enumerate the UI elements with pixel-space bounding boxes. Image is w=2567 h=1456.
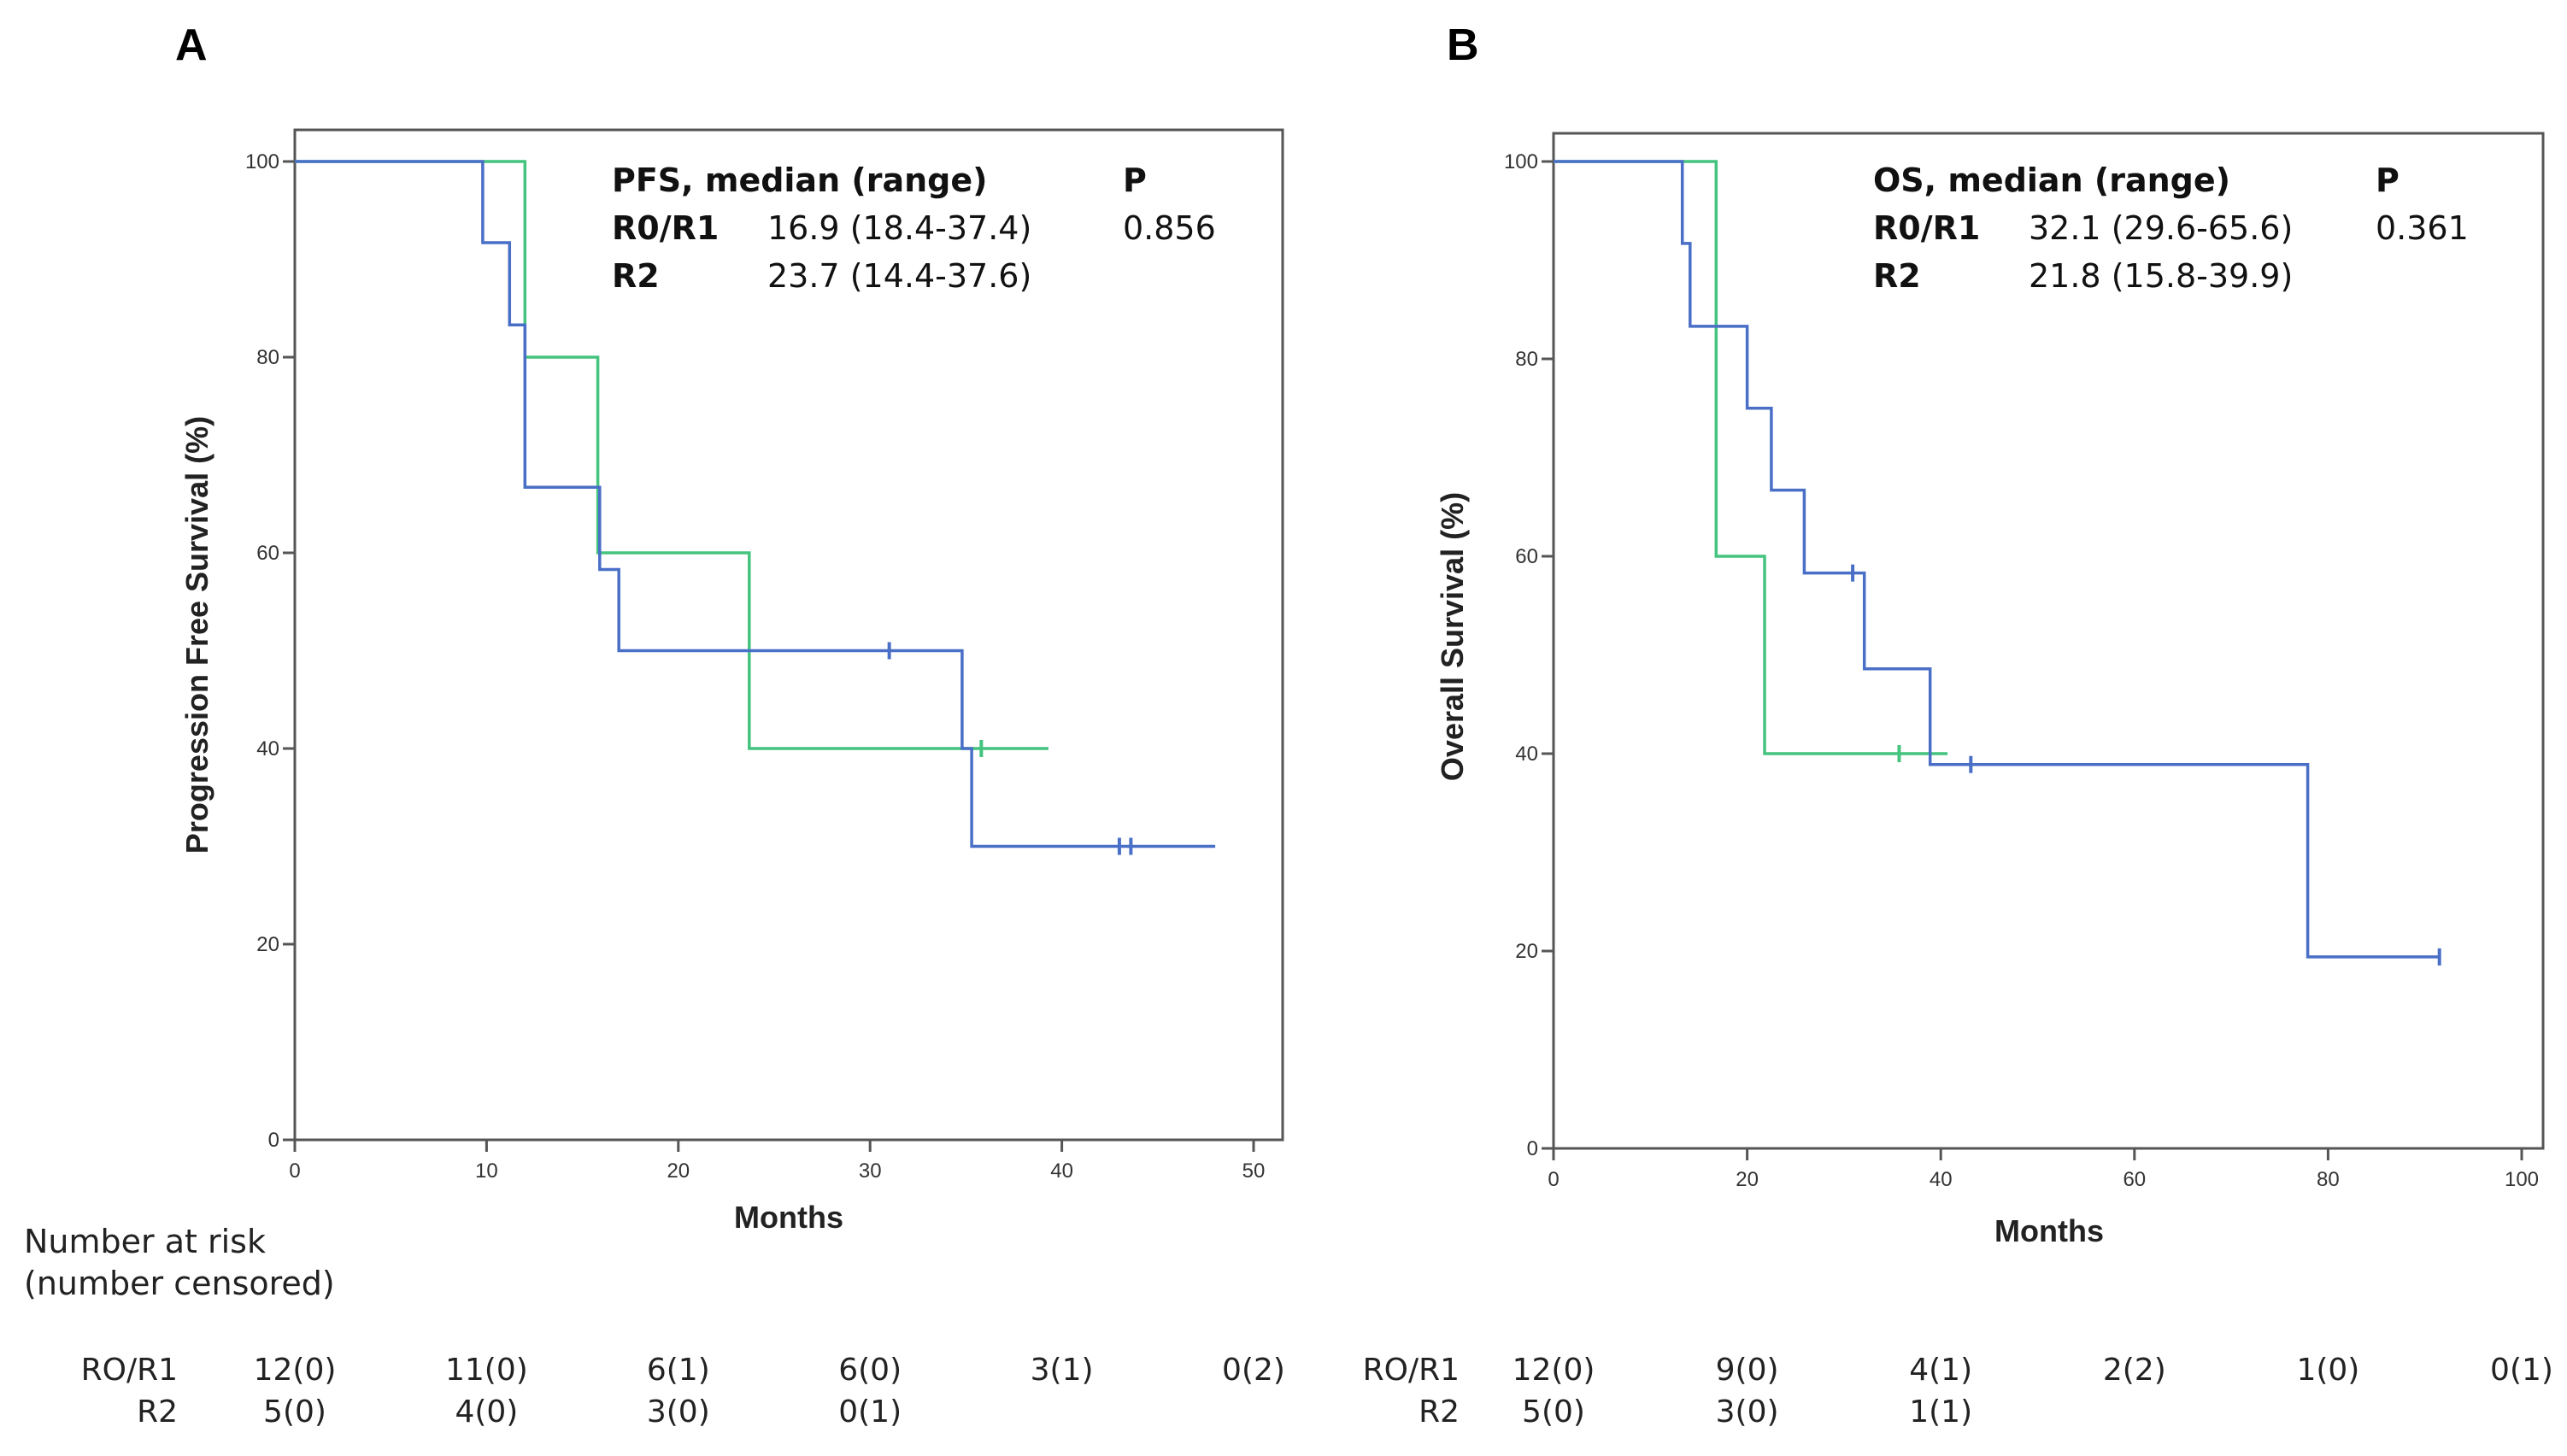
panel-b-plot-frame — [1552, 132, 2545, 1150]
risk-b-r2-value-2: 1(1) — [1909, 1394, 1972, 1430]
risk-a-r2-value-1: 4(0) — [455, 1394, 518, 1430]
panel-b-legend: OS, median (range) P R0/R1 32.1 (29.6-65… — [1873, 161, 2469, 295]
panel-b-ytick-label-0: 0 — [1527, 1137, 1538, 1160]
panel-a-plot-frame — [293, 128, 1284, 1142]
risk-b-r2-value-1: 3(0) — [1716, 1394, 1779, 1430]
panel-b-x-axis-label: Months — [1994, 1213, 2104, 1248]
risk-b-label-r0r1: RO/R1 — [1363, 1353, 1460, 1388]
risk-a-ror1-value-1: 11(0) — [445, 1353, 528, 1388]
risk-a-r2-value-3: 0(1) — [838, 1394, 902, 1430]
risk-b-ror1-value-5: 0(1) — [2490, 1353, 2553, 1388]
panel-b-xtick-label-100: 100 — [2505, 1168, 2539, 1191]
panel-a-ytick-label-0: 0 — [268, 1129, 279, 1152]
panel-a-letter: A — [175, 21, 208, 70]
panel-b-legend-p-value: 0.361 — [2376, 209, 2469, 247]
panel-b-letter: B — [1447, 21, 1479, 70]
panel-b-xtick-label-0: 0 — [1548, 1168, 1559, 1191]
panel-a: A 0 20 40 60 80 100 0 10 20 30 40 50 Progression F… — [175, 21, 1284, 1235]
risk-table-values: 12(0) 11(0) 6(1) 6(0) 3(1) 0(2) 5(0) 4(0) 3(0) 0(… — [254, 1353, 2553, 1430]
panel-b-curves — [1554, 160, 2441, 966]
panel-b-ytick-label-20: 20 — [1515, 940, 1538, 963]
risk-table-header-line2: (number censored) — [24, 1265, 335, 1302]
panel-b-xtick-label-20: 20 — [1736, 1168, 1759, 1191]
panel-a-legend-p-value: 0.856 — [1123, 209, 1216, 247]
panel-a-legend-p-header: P — [1123, 161, 1147, 199]
panel-a-xtick-label-30: 30 — [859, 1160, 882, 1183]
panel-a-legend-title: PFS, median (range) — [612, 161, 988, 199]
panel-b-ytick-label-60: 60 — [1515, 545, 1538, 568]
panel-b-curve-r0r1 — [1554, 160, 2440, 959]
risk-a-ror1-value-3: 6(0) — [838, 1353, 902, 1388]
panel-a-ytick-label-80: 80 — [256, 346, 279, 369]
panel-b-y-axis-label: Overall Survival (%) — [1435, 492, 1470, 781]
panel-a-legend-group-r2: R2 — [612, 257, 660, 295]
panel-b-legend-group-r0r1: R0/R1 — [1873, 209, 1980, 247]
risk-table-header-line1: Number at risk — [24, 1223, 266, 1260]
risk-b-r2-value-0: 5(0) — [1522, 1394, 1585, 1430]
panel-a-xtick-label-0: 0 — [289, 1160, 300, 1183]
panel-a-legend-group-r0r1: R0/R1 — [612, 209, 719, 247]
panel-a-y-ticks: 0 20 40 60 80 100 — [245, 150, 295, 1152]
panel-a-ytick-label-40: 40 — [256, 737, 279, 760]
risk-b-ror1-value-2: 4(1) — [1909, 1353, 1972, 1388]
panel-b-legend-title: OS, median (range) — [1873, 161, 2230, 199]
panel-b-legend-group-r2: R2 — [1873, 257, 1921, 295]
risk-table: Number at risk (number censored) RO/R1 R… — [24, 1223, 2553, 1430]
risk-a-ror1-value-5: 0(2) — [1222, 1353, 1285, 1388]
panel-a-xtick-label-10: 10 — [475, 1160, 498, 1183]
panel-b-ytick-label-80: 80 — [1515, 348, 1538, 371]
panel-a-ytick-label-100: 100 — [245, 150, 279, 173]
risk-a-label-r2: R2 — [137, 1394, 178, 1430]
panel-a-legend-value-r2: 23.7 (14.4-37.6) — [767, 257, 1031, 295]
panel-a-curve-r0r1 — [295, 160, 1216, 848]
risk-b-label-r2: R2 — [1419, 1394, 1460, 1430]
panel-b-legend-p-header: P — [2376, 161, 2400, 199]
risk-b-ror1-value-1: 9(0) — [1716, 1353, 1779, 1388]
risk-a-label-r0r1: RO/R1 — [81, 1353, 178, 1388]
panel-b-ytick-label-100: 100 — [1504, 150, 1538, 173]
risk-a-ror1-value-0: 12(0) — [254, 1353, 337, 1388]
risk-b-ror1-value-4: 1(0) — [2296, 1353, 2359, 1388]
panel-b-y-ticks: 0 20 40 60 80 100 — [1504, 150, 1554, 1160]
panel-b: B 0 20 40 60 80 100 0 20 40 60 80 100 Overall Surv… — [1435, 21, 2545, 1248]
panel-a-legend-value-r0r1: 16.9 (18.4-37.4) — [767, 209, 1031, 247]
panel-a-xtick-label-50: 50 — [1242, 1160, 1266, 1183]
panel-a-x-axis-label: Months — [734, 1200, 843, 1235]
panel-a-curve-r2 — [295, 160, 1049, 750]
panel-b-curve-r2 — [1554, 160, 1948, 755]
panel-b-xtick-label-60: 60 — [2123, 1168, 2146, 1191]
risk-b-ror1-value-3: 2(2) — [2103, 1353, 2166, 1388]
panel-a-ytick-label-60: 60 — [256, 542, 279, 565]
risk-b-ror1-value-0: 12(0) — [1513, 1353, 1595, 1388]
risk-a-r2-value-0: 5(0) — [263, 1394, 326, 1430]
panel-a-xtick-label-40: 40 — [1050, 1160, 1073, 1183]
panel-b-legend-value-r0r1: 32.1 (29.6-65.6) — [2029, 209, 2293, 247]
panel-a-y-axis-label: Progression Free Survival (%) — [179, 416, 214, 854]
panel-b-legend-value-r2: 21.8 (15.8-39.9) — [2029, 257, 2293, 295]
panel-b-ytick-label-40: 40 — [1515, 743, 1538, 766]
panel-b-x-ticks: 0 20 40 60 80 100 — [1548, 1148, 2539, 1191]
panel-a-xtick-label-20: 20 — [667, 1160, 690, 1183]
panel-a-legend: PFS, median (range) P R0/R1 16.9 (18.4-3… — [612, 161, 1216, 295]
risk-a-r2-value-2: 3(0) — [647, 1394, 710, 1430]
panel-a-curves — [295, 160, 1216, 855]
panel-b-xtick-label-80: 80 — [2317, 1168, 2340, 1191]
panel-a-x-ticks: 0 10 20 30 40 50 — [289, 1140, 1265, 1183]
panel-a-ytick-label-20: 20 — [256, 933, 279, 956]
risk-a-ror1-value-2: 6(1) — [647, 1353, 710, 1388]
panel-b-xtick-label-40: 40 — [1930, 1168, 1953, 1191]
risk-a-ror1-value-4: 3(1) — [1031, 1353, 1094, 1388]
